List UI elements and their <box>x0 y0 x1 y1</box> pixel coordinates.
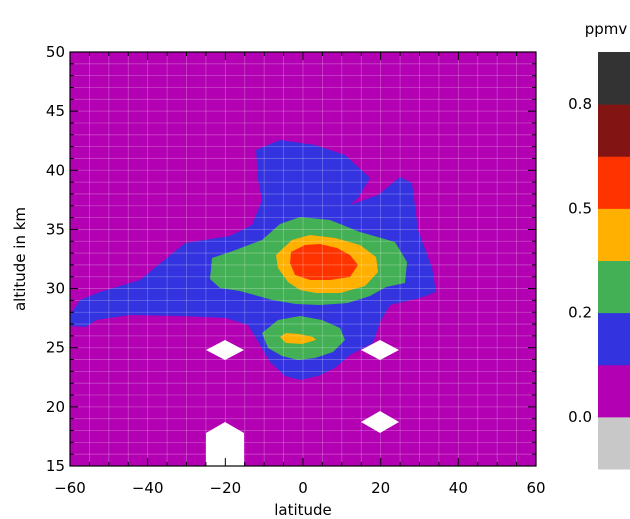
colorbar-tick-label: 0.2 <box>568 304 592 322</box>
colorbar-swatch <box>598 312 630 366</box>
y-tick-label: 25 <box>46 339 65 357</box>
y-tick-label: 15 <box>46 457 65 475</box>
x-tick-label: −60 <box>54 479 86 497</box>
y-axis-ticks: 15 20 25 30 35 40 45 50 <box>46 43 536 475</box>
colorbar-swatch <box>598 156 630 209</box>
y-tick-label: 50 <box>46 43 65 61</box>
colorbar-swatch <box>598 416 630 470</box>
colorbar-swatch <box>598 260 630 314</box>
x-tick-label: −20 <box>210 479 242 497</box>
colorbar-tick-label: 0.5 <box>568 199 592 217</box>
colorbar-swatch <box>598 208 630 261</box>
y-tick-label: 45 <box>46 102 65 120</box>
y-axis-title: altitude in km <box>11 207 29 311</box>
colorbar-unit-label: ppmv <box>585 20 628 38</box>
missing-data-patch <box>361 340 399 360</box>
plot-frame <box>69 51 537 467</box>
colorbar-swatch <box>598 364 630 418</box>
x-axis-title: latitude <box>274 501 332 519</box>
colorbar-tick-label: 0.0 <box>568 408 592 426</box>
y-tick-label: 40 <box>46 161 65 179</box>
colorbar-tick-labels: 0.0 0.2 0.5 0.8 <box>568 95 592 426</box>
missing-data-patch <box>361 411 399 433</box>
x-tick-label: 20 <box>371 479 390 497</box>
x-tick-label: 40 <box>449 479 468 497</box>
gridlines <box>69 51 537 467</box>
y-tick-label: 30 <box>46 280 65 298</box>
x-tick-label: −40 <box>132 479 164 497</box>
x-axis-ticks: −60 −40 −20 0 20 40 60 <box>54 52 546 497</box>
colorbar-swatch <box>598 52 630 105</box>
missing-data-patch <box>206 340 244 360</box>
y-tick-label: 35 <box>46 220 65 238</box>
colorbar-tick-label: 0.8 <box>568 95 592 113</box>
x-tick-label: 60 <box>526 479 545 497</box>
missing-data-patch <box>206 422 244 466</box>
x-tick-label: 0 <box>298 479 308 497</box>
colorbar <box>598 52 630 470</box>
contour-regions <box>70 140 436 466</box>
contour-region-yellow-lower <box>280 333 316 344</box>
y-tick-label: 20 <box>46 398 65 416</box>
colorbar-swatch <box>598 104 630 157</box>
contour-region-red <box>290 244 358 280</box>
